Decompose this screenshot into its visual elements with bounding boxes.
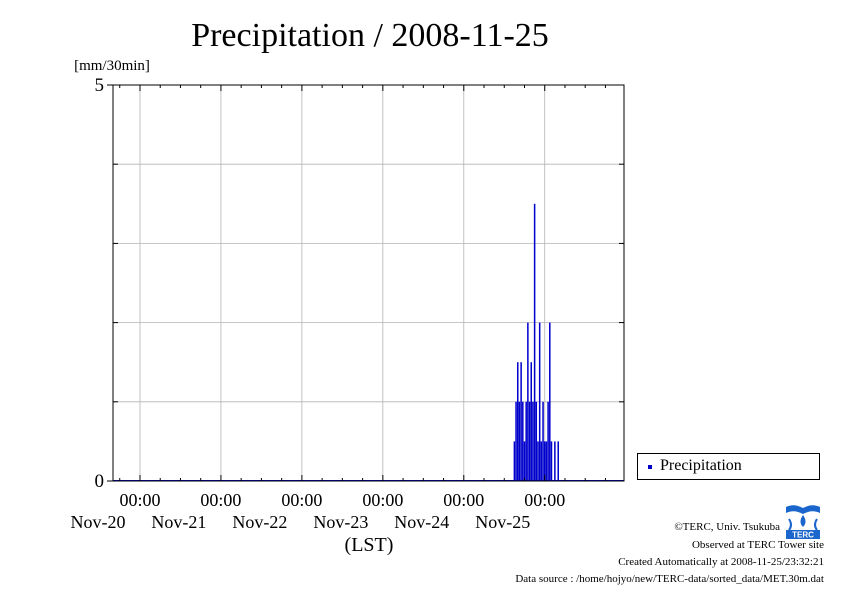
precip-bar-0 — [513, 441, 516, 481]
precip-bar-6 — [523, 441, 526, 481]
precip-bar-22 — [550, 441, 553, 481]
x-tick-time-label-1: 00:00 — [200, 490, 241, 510]
footer-source: Data source : /home/hojyo/new/TERC-data/… — [515, 573, 824, 585]
precip-bar-12 — [533, 203, 536, 482]
legend-label-precipitation: Precipitation — [660, 457, 742, 474]
axis-ticks — [107, 84, 624, 482]
precip-bar-13 — [535, 401, 538, 481]
logo-text: TERC — [792, 531, 814, 540]
precip-bar-24 — [557, 441, 559, 481]
precip-bar-15 — [538, 322, 541, 481]
precip-bar-3 — [518, 401, 521, 481]
axis-tick-labels: 0500:00Nov-2000:00Nov-2100:00Nov-2200:00… — [70, 75, 565, 532]
plot-frame — [112, 84, 625, 482]
footer-observed: Observed at TERC Tower site — [691, 539, 824, 551]
x-tick-date-label-2: Nov-22 — [232, 512, 287, 532]
precip-bar-17 — [542, 401, 544, 481]
precip-bar-5 — [522, 401, 524, 481]
precip-bar-8 — [527, 322, 529, 481]
y-axis-label: [mm/30min] — [74, 58, 150, 74]
legend-swatch — [648, 465, 652, 469]
precip-bar-16 — [540, 441, 543, 481]
precip-bar-4 — [520, 362, 522, 481]
precip-bar-19 — [545, 441, 548, 481]
grid-lines — [113, 85, 624, 481]
precip-bar-23 — [554, 441, 556, 481]
precip-bar-2 — [516, 362, 519, 481]
legend: Precipitation — [637, 453, 820, 480]
precip-bar-7 — [525, 401, 527, 481]
y-tick-label-1: 5 — [95, 75, 105, 96]
x-tick-date-label-0: Nov-20 — [70, 512, 125, 532]
y-tick-label-0: 0 — [95, 471, 105, 492]
x-tick-date-label-4: Nov-24 — [394, 512, 449, 532]
x-tick-time-label-5: 00:00 — [524, 490, 565, 510]
x-tick-time-label-3: 00:00 — [362, 490, 403, 510]
precip-bar-20 — [547, 401, 549, 481]
x-tick-time-label-0: 00:00 — [119, 490, 160, 510]
x-axis-label: (LST) — [345, 534, 394, 556]
footer-created: Created Automatically at 2008-11-25/23:3… — [618, 556, 824, 568]
precip-bar-11 — [532, 401, 534, 481]
precipitation-bars — [113, 203, 624, 482]
x-tick-date-label-3: Nov-23 — [313, 512, 368, 532]
precip-bar-21 — [549, 322, 551, 481]
terc-logo-icon: TERC — [784, 503, 822, 539]
precip-bar-1 — [515, 401, 517, 481]
x-tick-date-label-5: Nov-25 — [475, 512, 530, 532]
precip-bar-14 — [537, 441, 539, 481]
precip-bar-10 — [530, 362, 533, 481]
precip-bar-18 — [543, 441, 546, 481]
x-tick-time-label-2: 00:00 — [281, 490, 322, 510]
x-tick-date-label-1: Nov-21 — [151, 512, 206, 532]
chart-title: Precipitation / 2008-11-25 — [191, 17, 549, 54]
x-tick-time-label-4: 00:00 — [443, 490, 484, 510]
footer-copyright: ©TERC, Univ. Tsukuba — [674, 521, 780, 533]
precip-bar-9 — [528, 401, 531, 481]
